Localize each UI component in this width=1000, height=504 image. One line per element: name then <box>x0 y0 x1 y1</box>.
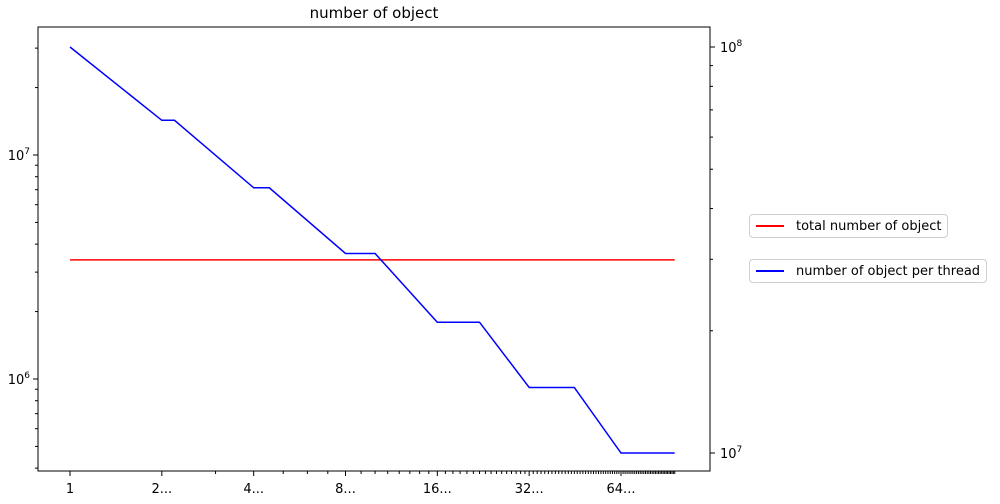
x-tick-label: 4... <box>243 482 264 497</box>
legend-label-per-thread: number of object per thread <box>796 263 981 279</box>
chart-title: number of object <box>310 4 439 22</box>
legend-swatch-red-line <box>756 225 784 227</box>
left-y-tick-label: 106 <box>8 371 31 388</box>
legend-swatch-blue-line <box>756 270 784 272</box>
legend-item-per-thread: number of object per thread <box>749 259 988 283</box>
right-y-tick-label: 107 <box>720 445 742 462</box>
series-layer <box>69 46 675 454</box>
x-tick-label: 32... <box>515 482 544 497</box>
legend-item-total: total number of object <box>749 214 949 238</box>
x-tick-label: 1 <box>66 482 74 497</box>
plot-area <box>37 26 711 472</box>
x-tick-label: 8... <box>335 482 356 497</box>
x-tick-label: 16... <box>423 482 452 497</box>
series-line-per-thread <box>69 46 675 454</box>
right-y-tick-label: 108 <box>720 39 743 56</box>
left-y-axis: 106 107 <box>8 47 38 469</box>
right-y-axis: 107 108 <box>710 39 743 462</box>
x-tick-label: 64... <box>607 482 636 497</box>
left-y-tick-label: 107 <box>8 147 30 164</box>
x-axis: 1 2... 4... 8... 16... 32... 64... <box>66 471 676 497</box>
x-tick-label: 2... <box>151 482 172 497</box>
legend-label-total: total number of object <box>796 218 942 234</box>
